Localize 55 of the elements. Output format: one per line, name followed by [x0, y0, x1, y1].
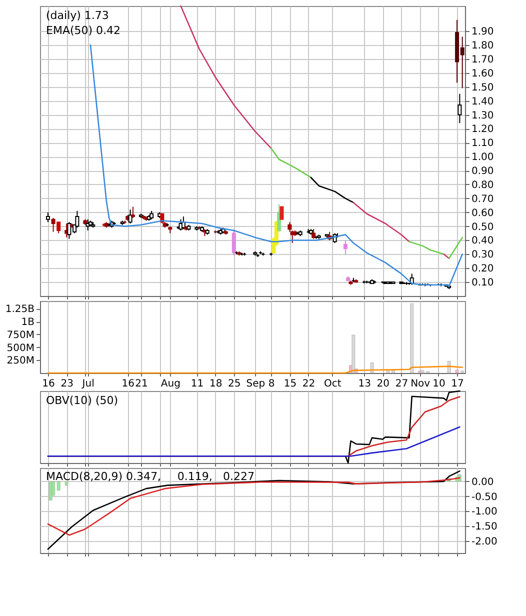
y-tick-label: -2.00 [472, 536, 498, 548]
y-tick-label: 1.40 [472, 96, 494, 108]
y-tick-label: 0.90 [472, 166, 494, 178]
y-tick-label: 1.80 [472, 40, 494, 52]
y-tick-label: 1.25B [5, 304, 35, 316]
y-tick-label: 0.50 [472, 222, 494, 233]
x-tick-label: 16 [42, 378, 55, 390]
y-tick-label: 1.90 [472, 26, 494, 38]
y-tick-label: 750M [6, 330, 34, 341]
y-tick-label: 1.10 [472, 138, 494, 150]
x-tick-label: 25 [228, 378, 241, 390]
y-tick-label: 1.50 [472, 82, 494, 94]
y-tick-label: 0.80 [472, 180, 494, 191]
x-tick-label: 18 [209, 378, 222, 390]
y-tick-label: 1.30 [472, 110, 494, 122]
annotation: MACD(8,20,9) 0.347, [46, 470, 162, 483]
x-tick-label: 13 [358, 378, 371, 390]
y-tick-label: 0.70 [472, 194, 494, 205]
x-tick-label: Aug [160, 378, 180, 390]
x-tick-label: Jul [81, 378, 94, 390]
y-tick-label: 0.60 [472, 208, 494, 219]
x-tick-label: 23 [60, 378, 74, 390]
x-tick-label: 15 [284, 378, 297, 390]
x-tick-label: Sep [246, 378, 266, 390]
x-tick-label: 16 [122, 378, 135, 390]
y-tick-label: 0.10 [472, 278, 494, 289]
y-tick-label: 0.40 [472, 236, 494, 247]
y-tick-label: 1.70 [472, 54, 494, 66]
x-tick-label: 10 [432, 378, 446, 390]
annotation: 0.227 [223, 470, 254, 483]
y-tick-label: 0.30 [472, 250, 494, 261]
y-tick-label: 1.00 [472, 152, 494, 164]
annotation: (daily) 1.73 [46, 9, 109, 22]
x-tick-label: 11 [190, 378, 204, 390]
annotation: 0.119, [177, 470, 212, 483]
x-tick-label: Oct [324, 378, 342, 390]
x-tick-label: 21 [135, 378, 148, 390]
y-tick-label: 250M [6, 356, 34, 367]
x-tick-label: Nov [410, 378, 430, 390]
y-tick-label: 0.00 [472, 476, 494, 488]
y-tick-label: -0.50 [472, 492, 498, 503]
y-tick-label: 0.20 [472, 264, 494, 275]
y-tick-label: 1B [21, 317, 35, 328]
annotation: EMA(50) 0.42 [46, 24, 121, 37]
y-tick-label: -1.50 [472, 522, 498, 533]
y-tick-label: 500M [6, 342, 34, 354]
x-tick-label: 17 [451, 378, 464, 390]
x-tick-label: 8 [268, 378, 275, 390]
y-tick-label: 1.60 [472, 68, 494, 80]
annotation: OBV(10) (50) [46, 394, 118, 407]
x-tick-label: 27 [395, 378, 408, 390]
x-tick-label: 22 [302, 378, 316, 390]
x-tick-label: 20 [376, 378, 390, 390]
y-tick-label: 1.20 [472, 124, 494, 136]
y-tick-label: -1.00 [472, 506, 498, 518]
